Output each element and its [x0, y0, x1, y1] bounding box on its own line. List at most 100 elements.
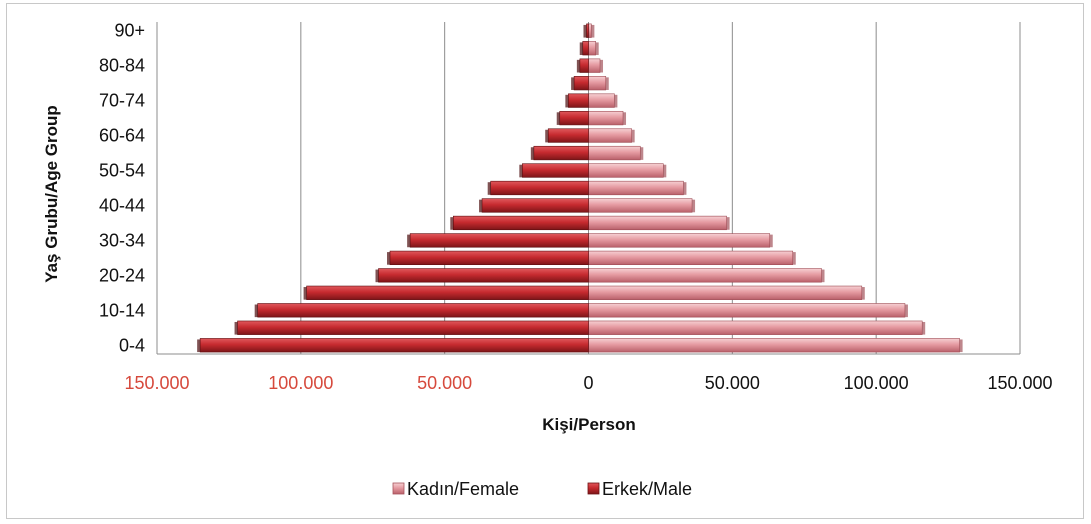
bar-female-40-44 — [588, 198, 693, 213]
x-tick-label: 50.000 — [417, 373, 472, 393]
bar-female-70-74 — [588, 93, 615, 108]
bar-male-10-14 — [257, 303, 589, 318]
bar-male-75-79 — [573, 76, 589, 91]
bar-cap-male-80-84 — [576, 59, 580, 73]
bar-cap-male-75-79 — [571, 77, 575, 90]
bar-female-5-9 — [588, 320, 923, 335]
bar-male-40-44 — [481, 198, 589, 213]
bar-male-30-34 — [409, 233, 589, 248]
bar-cap-male-40-44 — [479, 199, 483, 213]
y-tick-label: 10-14 — [99, 300, 145, 320]
bar-cap-male-55-59 — [530, 147, 534, 160]
bar-male-70-74 — [568, 93, 589, 108]
bar-cap-female-50-54 — [663, 164, 667, 178]
x-tick-label: 100.000 — [844, 373, 909, 393]
bar-male-15-19 — [306, 285, 589, 300]
bar-cap-female-65-69 — [623, 112, 627, 125]
bar-cap-male-90+ — [583, 24, 587, 38]
legend-item-male: Erkek/Male — [587, 479, 692, 499]
bar-cap-female-10-14 — [904, 304, 908, 318]
bar-cap-female-90+ — [591, 24, 595, 38]
legend-item-female: Kadın/Female — [392, 479, 519, 499]
bar-female-20-24 — [588, 268, 822, 283]
bar-female-60-64 — [588, 128, 632, 143]
bar-cap-male-30-34 — [407, 234, 411, 248]
bar-cap-female-85-89 — [595, 42, 599, 56]
x-tick-label: 100.000 — [268, 373, 333, 393]
bar-cap-male-15-19 — [303, 287, 307, 300]
bar-cap-male-5-9 — [234, 321, 238, 335]
bar-cap-male-35-39 — [450, 217, 454, 230]
y-tick-label: 50-54 — [99, 161, 145, 181]
y-tick-label: 0-4 — [119, 335, 145, 355]
y-tick-label: 40-44 — [99, 195, 145, 215]
y-tick-label: 20-24 — [99, 265, 145, 285]
bar-cap-male-45-49 — [487, 182, 491, 195]
x-tick-label: 150.000 — [124, 373, 189, 393]
bar-male-45-49 — [490, 180, 589, 196]
bar-female-25-29 — [588, 250, 794, 266]
bar-male-90+ — [586, 23, 589, 38]
bar-cap-female-20-24 — [821, 269, 825, 283]
bar-cap-male-50-54 — [519, 164, 523, 178]
bar-cap-female-35-39 — [726, 217, 730, 230]
bar-female-65-69 — [588, 110, 624, 126]
bar-male-35-39 — [452, 215, 589, 231]
bar-cap-female-60-64 — [631, 129, 635, 143]
bar-cap-male-20-24 — [375, 269, 379, 283]
y-tick-label: 80-84 — [99, 56, 145, 76]
bar-female-35-39 — [588, 215, 727, 231]
bar-female-85-89 — [588, 41, 596, 56]
x-tick-label: 0 — [583, 373, 593, 393]
bar-male-25-29 — [389, 250, 589, 266]
bar-female-80-84 — [588, 58, 601, 73]
legend-label-female: Kadın/Female — [407, 479, 519, 499]
bar-male-0-4 — [199, 338, 589, 353]
bar-cap-female-75-79 — [605, 77, 609, 90]
bar-cap-male-85-89 — [579, 42, 583, 56]
legend: Kadın/Female Erkek/Male — [392, 479, 692, 499]
bar-cap-female-45-49 — [683, 182, 687, 195]
bar-female-50-54 — [588, 163, 664, 178]
bar-cap-male-25-29 — [387, 252, 391, 265]
bar-cap-female-25-29 — [792, 252, 796, 265]
bar-cap-female-0-4 — [959, 339, 963, 353]
y-tick-label: 90+ — [114, 21, 145, 41]
bar-female-45-49 — [588, 180, 684, 196]
y-tick-label: 60-64 — [99, 126, 145, 146]
bar-cap-male-65-69 — [556, 112, 560, 125]
bar-male-65-69 — [559, 110, 589, 126]
bar-female-10-14 — [588, 303, 906, 318]
bar-cap-male-70-74 — [565, 94, 569, 108]
bar-cap-female-70-74 — [614, 94, 618, 108]
bar-male-85-89 — [582, 41, 589, 56]
bar-female-0-4 — [588, 338, 960, 353]
bar-cap-male-10-14 — [254, 304, 258, 318]
legend-label-male: Erkek/Male — [602, 479, 692, 499]
bar-female-75-79 — [588, 76, 607, 91]
bar-female-90+ — [588, 23, 592, 38]
bar-female-30-34 — [588, 233, 771, 248]
chart-frame: 0-4 10-14 20-24 30-34 40-44 50-54 60-64 70-74 80… — [6, 3, 1084, 519]
bar-male-5-9 — [237, 320, 589, 335]
bar-cap-female-55-59 — [640, 147, 644, 160]
bar-cap-female-80-84 — [600, 59, 604, 73]
x-axis-ticks: 150.000 100.000 50.000 0 50.000 100.000 150.00… — [124, 373, 1052, 393]
bar-cap-female-5-9 — [922, 321, 926, 335]
bar-cap-female-15-19 — [861, 287, 865, 300]
bar-female-55-59 — [588, 145, 641, 161]
bars — [197, 23, 963, 353]
bar-cap-male-60-64 — [545, 129, 549, 143]
legend-swatch-male — [587, 482, 600, 495]
bar-male-80-84 — [579, 58, 589, 73]
bar-male-60-64 — [547, 128, 589, 143]
population-pyramid-chart: 0-4 10-14 20-24 30-34 40-44 50-54 60-64 70-74 80… — [42, 21, 1053, 499]
legend-swatch-female — [392, 482, 405, 495]
y-axis-ticks: 0-4 10-14 20-24 30-34 40-44 50-54 60-64 70-74 80… — [99, 21, 145, 356]
y-tick-label: 30-34 — [99, 230, 145, 250]
bar-cap-female-40-44 — [692, 199, 696, 213]
bar-male-20-24 — [378, 268, 589, 283]
bar-cap-male-0-4 — [197, 339, 201, 353]
bar-male-50-54 — [522, 163, 589, 178]
bar-cap-female-30-34 — [769, 234, 773, 248]
